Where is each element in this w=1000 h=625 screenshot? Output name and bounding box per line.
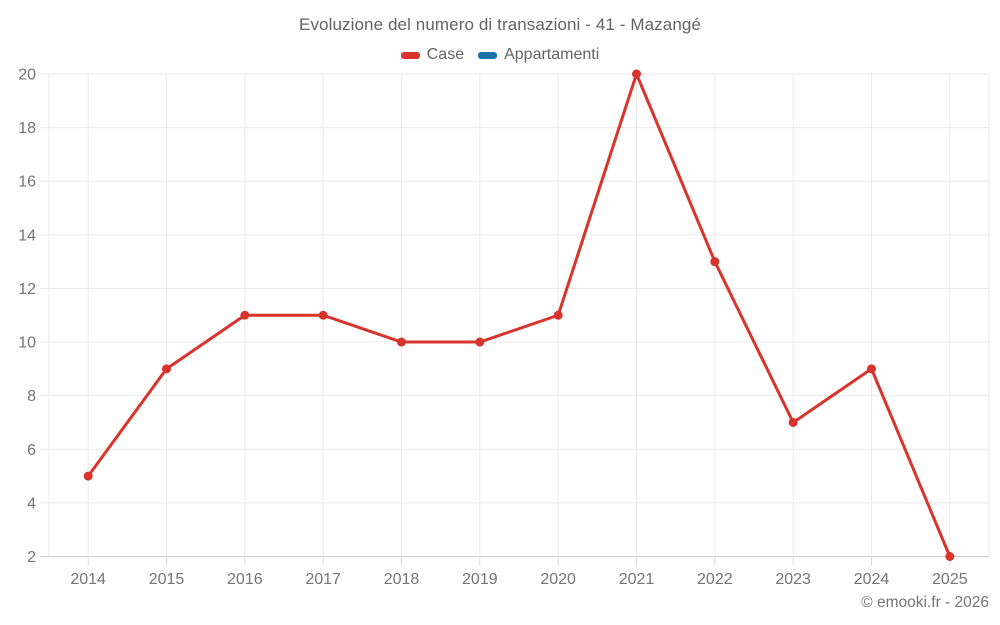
y-tick-label: 14 — [18, 227, 36, 244]
copyright: © emooki.fr - 2026 — [861, 594, 989, 611]
chart-title: Evoluzione del numero di transazioni - 4… — [299, 15, 701, 34]
data-point-case-2023[interactable] — [788, 417, 798, 427]
y-tick-label: 12 — [18, 281, 36, 298]
x-tick-label: 2018 — [384, 571, 420, 588]
y-tick-label: 20 — [18, 67, 36, 84]
y-tick-label: 4 — [27, 495, 36, 512]
y-tick-label: 16 — [18, 174, 36, 191]
data-point-case-2020[interactable] — [553, 310, 563, 320]
chart-legend: Case Appartamenti — [0, 46, 1000, 64]
legend-item-case[interactable]: Case — [400, 46, 465, 64]
legend-swatch-case-icon — [400, 51, 420, 59]
data-point-case-2017[interactable] — [318, 310, 328, 320]
x-tick-label: 2017 — [305, 571, 341, 588]
y-tick-label: 6 — [27, 442, 36, 459]
data-point-case-2024[interactable] — [867, 364, 876, 374]
legend-swatch-appartamenti-icon — [478, 51, 498, 59]
y-tick-label: 2 — [27, 549, 36, 566]
x-tick-label: 2023 — [775, 571, 811, 588]
x-tick-label: 2020 — [540, 571, 576, 588]
data-point-case-2016[interactable] — [240, 310, 250, 320]
data-point-case-2025[interactable] — [945, 552, 955, 561]
legend-item-appartamenti[interactable]: Appartamenti — [478, 46, 599, 64]
legend-label-case: Case — [426, 46, 465, 63]
data-point-case-2021[interactable] — [632, 69, 641, 79]
y-tick-label: 8 — [27, 388, 36, 405]
data-point-case-2022[interactable] — [710, 257, 720, 267]
x-tick-label: 2021 — [619, 571, 655, 588]
data-point-case-2015[interactable] — [162, 364, 171, 374]
legend-label-appartamenti: Appartamenti — [504, 46, 600, 63]
data-point-case-2014[interactable] — [83, 471, 93, 481]
y-tick-label: 18 — [18, 120, 36, 137]
x-tick-label: 2016 — [227, 571, 263, 588]
x-tick-label: 2022 — [697, 571, 733, 588]
x-tick-label: 2014 — [70, 571, 106, 588]
x-tick-label: 2019 — [462, 571, 498, 588]
x-tick-label: 2025 — [932, 571, 968, 588]
y-tick-label: 10 — [18, 335, 36, 352]
x-tick-label: 2015 — [149, 571, 185, 588]
series-line-case — [86, 72, 952, 558]
x-tick-label: 2024 — [854, 571, 890, 588]
data-point-case-2018[interactable] — [397, 337, 406, 347]
data-point-case-2019[interactable] — [475, 337, 485, 347]
